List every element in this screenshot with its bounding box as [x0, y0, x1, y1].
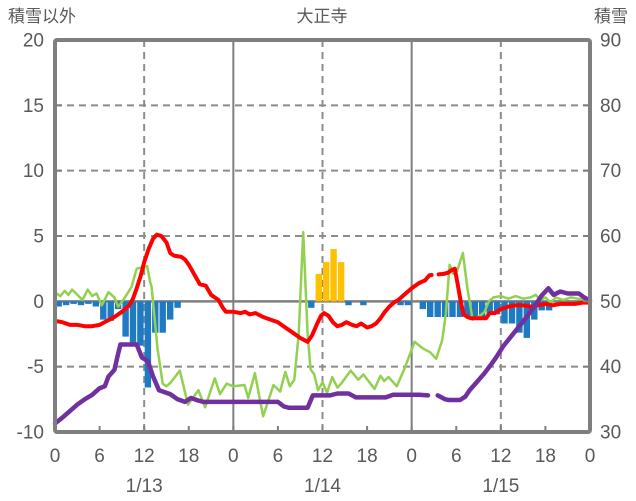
- bar: [434, 301, 441, 317]
- left-axis-tick-label: 10: [23, 161, 44, 182]
- line-segment: [423, 270, 451, 283]
- bar: [129, 301, 137, 346]
- bar: [471, 301, 478, 317]
- bar: [174, 301, 181, 308]
- left-axis-tick-label: 15: [23, 96, 44, 117]
- line-purple-right-axis: [52, 286, 593, 426]
- bar: [122, 301, 129, 337]
- x-axis-tick-label: 12: [312, 446, 333, 467]
- right-axis-title: 積雪: [594, 7, 628, 26]
- bar: [464, 301, 471, 317]
- x-axis-tick-label: 6: [451, 446, 462, 467]
- line-segment: [53, 230, 592, 418]
- left-axis-tick-label: -5: [27, 357, 44, 378]
- bar: [508, 301, 516, 324]
- bar: [159, 301, 166, 333]
- bar: [449, 301, 456, 317]
- x-axis-day-label: 1/14: [304, 476, 341, 497]
- x-axis-tick-label: 0: [228, 446, 239, 467]
- bar: [360, 301, 367, 306]
- x-axis-tick-label: 12: [490, 446, 511, 467]
- bar: [77, 301, 85, 306]
- bar: [456, 301, 464, 317]
- x-axis-tick-label: 6: [94, 446, 105, 467]
- bar: [479, 301, 486, 317]
- right-axis-tick-label: 50: [600, 292, 621, 313]
- left-axis-title: 積雪以外: [8, 7, 76, 26]
- bar: [516, 301, 523, 333]
- bar: [167, 301, 174, 320]
- bar: [62, 301, 70, 306]
- x-axis-tick-label: 18: [357, 446, 378, 467]
- bar: [315, 273, 322, 302]
- x-axis-tick-label: 18: [178, 446, 199, 467]
- x-axis-tick-label: 6: [273, 446, 284, 467]
- line-red: [53, 232, 592, 344]
- x-axis-tick-label: 0: [50, 446, 61, 467]
- bar: [337, 262, 345, 302]
- right-axis-tick-label: 70: [600, 161, 621, 182]
- bar: [137, 301, 144, 346]
- x-axis-tick-label: 0: [585, 446, 596, 467]
- bar: [85, 301, 92, 304]
- chart-title: 大正寺: [297, 7, 348, 26]
- bar: [397, 301, 404, 306]
- bar: [144, 301, 152, 388]
- right-axis-tick-label: 40: [600, 357, 621, 378]
- x-axis-day-label: 1/13: [126, 476, 163, 497]
- bar: [323, 262, 330, 302]
- bar: [501, 301, 508, 324]
- bar: [330, 249, 337, 302]
- left-axis-tick-label: -10: [17, 423, 44, 444]
- bar: [70, 301, 77, 304]
- x-axis-tick-label: 12: [134, 446, 155, 467]
- bar: [308, 301, 315, 308]
- bar: [493, 301, 501, 315]
- line-segment: [446, 266, 592, 321]
- bar: [427, 301, 434, 317]
- bars-positive-orange: [315, 249, 345, 302]
- bar: [92, 301, 100, 307]
- left-axis-tick-label: 20: [23, 31, 44, 52]
- line-segment: [53, 232, 427, 344]
- left-axis-tick-label: 0: [33, 292, 44, 313]
- line-segment: [52, 342, 431, 426]
- bar: [107, 301, 114, 321]
- bar: [55, 301, 62, 307]
- bar: [419, 301, 426, 310]
- x-axis-tick-label: 0: [406, 446, 417, 467]
- bar: [100, 301, 107, 320]
- bar: [531, 301, 538, 320]
- bar: [345, 301, 352, 306]
- line-segment: [435, 286, 593, 403]
- left-axis-tick-label: 5: [33, 227, 44, 248]
- right-axis-tick-label: 90: [600, 31, 621, 52]
- bar: [486, 301, 493, 315]
- right-axis-tick-label: 60: [600, 227, 621, 248]
- x-axis-tick-label: 18: [535, 446, 556, 467]
- line-green: [53, 230, 592, 418]
- x-axis-day-label: 1/15: [482, 476, 519, 497]
- bar: [404, 301, 412, 306]
- right-axis-tick-label: 80: [600, 96, 621, 117]
- right-axis-tick-label: 30: [600, 423, 621, 444]
- plot-border: [53, 38, 592, 434]
